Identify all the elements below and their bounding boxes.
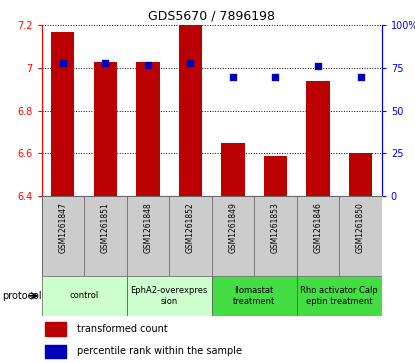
Bar [297,276,382,316]
Bar [221,143,244,196]
Bar [42,276,127,316]
Text: GSM1261847: GSM1261847 [58,203,67,253]
Bar [212,196,254,276]
Bar [51,32,74,196]
Point [187,60,194,66]
Text: EphA2-overexpres
sion: EphA2-overexpres sion [130,286,208,306]
Bar [45,345,66,358]
Bar [254,196,297,276]
Text: GSM1261852: GSM1261852 [186,203,195,253]
Bar [127,196,169,276]
Bar [339,196,382,276]
Text: GSM1261850: GSM1261850 [356,203,365,253]
Text: Ilomastat
treatment: Ilomastat treatment [233,286,275,306]
Text: GSM1261851: GSM1261851 [101,203,110,253]
Point [229,74,236,79]
Bar [179,21,202,196]
Bar [306,81,330,196]
Text: protocol: protocol [2,291,42,301]
Bar [84,196,127,276]
Text: percentile rank within the sample: percentile rank within the sample [76,346,242,356]
Text: transformed count: transformed count [76,324,167,334]
Point [357,74,364,79]
Text: Rho activator Calp
eptin treatment: Rho activator Calp eptin treatment [300,286,378,306]
Point [144,62,151,68]
Bar [136,62,159,196]
Text: control: control [69,291,99,300]
Text: GSM1261849: GSM1261849 [228,203,237,253]
Point [102,60,109,66]
Bar [264,155,287,196]
Bar [127,276,212,316]
Point [315,64,321,69]
Point [272,74,279,79]
Bar [212,276,297,316]
Title: GDS5670 / 7896198: GDS5670 / 7896198 [148,10,275,23]
Bar [45,322,66,336]
Bar [349,154,372,196]
Bar [297,196,339,276]
Bar [169,196,212,276]
Text: GSM1261853: GSM1261853 [271,203,280,253]
Text: GSM1261848: GSM1261848 [143,203,152,253]
Text: GSM1261846: GSM1261846 [313,203,322,253]
Bar [42,196,84,276]
Bar [94,62,117,196]
Point [59,60,66,66]
